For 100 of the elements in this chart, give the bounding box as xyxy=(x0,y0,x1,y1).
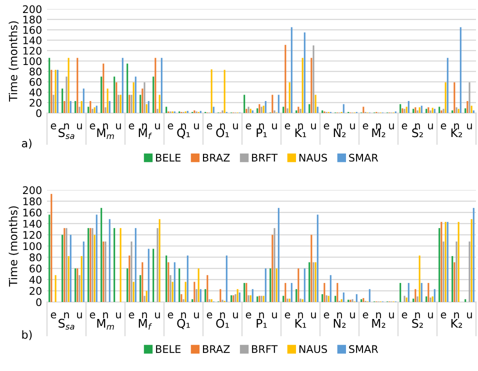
x-tick-label: e xyxy=(168,123,174,130)
text: P₁ xyxy=(256,128,267,138)
x-tick-label: e xyxy=(362,312,368,318)
x-tick-label: e xyxy=(246,312,252,318)
y-tick-label: 180 xyxy=(23,16,42,24)
text: b) xyxy=(22,330,32,340)
x-tick-label: n xyxy=(103,123,108,130)
y-tick-label: 40 xyxy=(29,276,42,284)
x-tick-label: n xyxy=(298,312,303,318)
x-tick-label: e xyxy=(440,123,446,130)
x-tick-label: n xyxy=(142,312,147,318)
x-tick-label: u xyxy=(233,123,238,130)
x-tick-label: e xyxy=(402,123,408,130)
x-tick-label: u xyxy=(155,123,160,130)
legend-label: BRFT xyxy=(252,154,278,162)
x-tick-label: n xyxy=(64,123,69,130)
legend-label: BELE xyxy=(156,345,180,353)
y-axis-title: Time (months) xyxy=(8,21,19,102)
y-tick-label: 100 xyxy=(23,57,42,66)
text: a) xyxy=(22,138,32,149)
x-tick-label: e xyxy=(284,123,290,130)
y-tick-label: 120 xyxy=(23,231,42,239)
legend-label: BRFT xyxy=(252,345,278,353)
x-tick-label: u xyxy=(233,312,238,318)
text: O₁ xyxy=(216,128,229,138)
x-tick-label: e xyxy=(362,123,368,130)
y-tick-label: 20 xyxy=(30,287,42,295)
x-tick-label: u xyxy=(116,312,121,318)
x-tick-label: u xyxy=(194,312,199,318)
x-tick-label: n xyxy=(181,312,186,318)
legend-label: BELE xyxy=(156,154,180,162)
text: M₂ xyxy=(372,128,386,138)
y-tick-label: 160 xyxy=(23,26,42,34)
x-tick-label: u xyxy=(467,123,472,130)
text: M$_{f}$ xyxy=(138,128,152,139)
x-tick-label: e xyxy=(284,312,290,318)
x-tick-label: n xyxy=(259,123,264,130)
y-tick-label: 200 xyxy=(23,5,42,14)
y-tick-label: 0 xyxy=(36,109,42,118)
text: S₂ xyxy=(412,318,423,328)
x-tick-label: e xyxy=(128,312,134,318)
legend-label: SMAR xyxy=(349,154,378,162)
text: O₁ xyxy=(216,318,229,328)
y-tick-label: 100 xyxy=(23,242,42,250)
x-tick-label: e xyxy=(246,123,252,130)
y-tick-label: 40 xyxy=(29,88,42,96)
x-tick-label: e xyxy=(50,123,56,130)
x-tick-label: n xyxy=(337,312,342,318)
x-tick-label: e xyxy=(90,312,96,318)
x-tick-label: e xyxy=(440,312,446,318)
x-tick-label: n xyxy=(181,123,186,130)
y-tick-label: 140 xyxy=(23,220,42,228)
x-tick-label: n xyxy=(220,312,225,318)
text: P₁ xyxy=(256,319,267,328)
text: N₂ xyxy=(334,128,346,138)
y-tick-label: 60 xyxy=(30,264,42,273)
x-tick-label: n xyxy=(454,312,459,318)
legend-label: SMAR xyxy=(349,345,378,354)
y-tick-label: 60 xyxy=(30,78,42,86)
x-tick-label: e xyxy=(128,123,134,130)
x-tick-label: u xyxy=(272,123,277,130)
text: K₂ xyxy=(451,128,462,138)
text: Q₁ xyxy=(177,128,190,139)
y-tick-label: 0 xyxy=(36,298,42,306)
x-tick-label: n xyxy=(103,312,108,318)
x-tick-label: u xyxy=(77,312,82,318)
x-tick-label: u xyxy=(77,123,82,130)
x-tick-label: n xyxy=(376,123,381,130)
text: M$_{m}$ xyxy=(97,128,114,139)
x-tick-label: n xyxy=(259,312,264,318)
legend-label: BRAZ xyxy=(203,154,230,162)
legend-label: BRAZ xyxy=(203,345,230,353)
legend-label: NAUS xyxy=(299,154,328,162)
x-tick-label: e xyxy=(206,123,212,130)
text: S₂ xyxy=(412,128,423,138)
x-tick-label: u xyxy=(194,123,199,130)
x-tick-label: u xyxy=(389,312,394,318)
x-tick-label: u xyxy=(467,312,472,318)
text: K₂ xyxy=(451,319,462,328)
x-tick-label: e xyxy=(324,312,330,318)
x-tick-label: u xyxy=(389,123,394,130)
y-tick-label: 160 xyxy=(23,208,42,217)
x-tick-label: u xyxy=(350,312,355,318)
text: M$_{m}$ xyxy=(97,319,114,330)
y-tick-label: 20 xyxy=(30,98,42,107)
x-tick-label: n xyxy=(64,312,69,318)
y-tick-label: 80 xyxy=(30,253,42,262)
x-tick-label: n xyxy=(142,123,147,130)
text: S$_{sa}$ xyxy=(58,128,74,140)
legend-label: NAUS xyxy=(299,345,328,354)
x-tick-label: n xyxy=(415,312,420,318)
x-tick-label: u xyxy=(155,312,160,318)
x-tick-label: n xyxy=(454,123,459,130)
x-tick-label: u xyxy=(428,312,433,318)
x-tick-label: u xyxy=(350,123,355,130)
y-tick-label: 120 xyxy=(23,46,42,55)
x-tick-label: n xyxy=(376,312,381,318)
y-tick-label: 80 xyxy=(30,68,42,76)
text: K₁ xyxy=(295,319,306,328)
x-tick-label: e xyxy=(206,312,212,318)
